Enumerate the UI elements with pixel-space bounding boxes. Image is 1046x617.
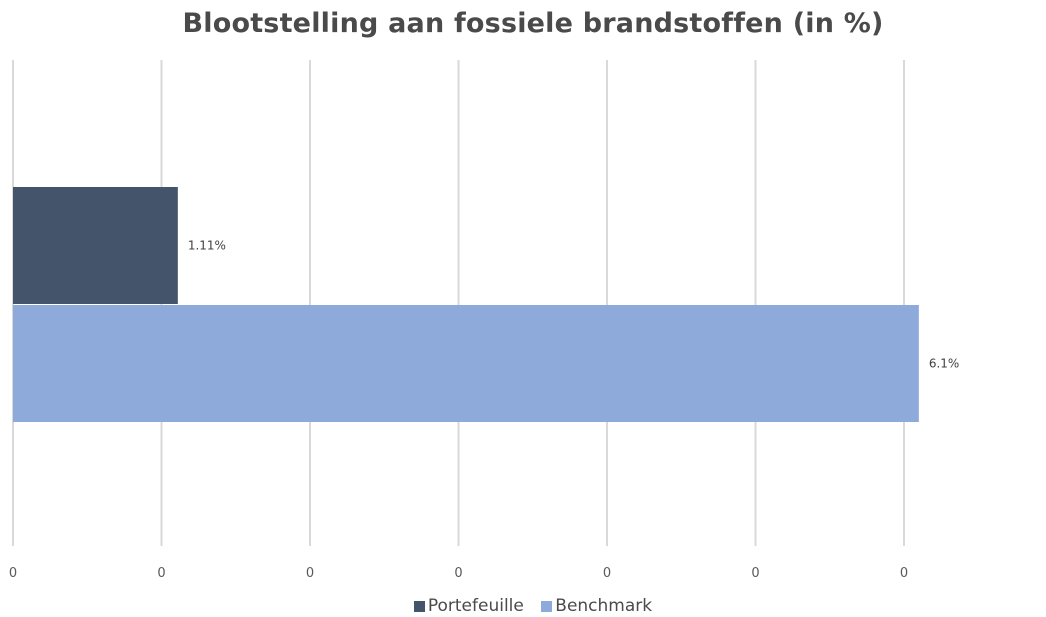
legend-item-benchmark: Benchmark — [541, 596, 652, 616]
bar-benchmark — [13, 305, 919, 422]
legend-swatch-benchmark — [541, 600, 553, 612]
x-tick-label: 0 — [306, 566, 314, 581]
legend-swatch-portefeuille — [413, 600, 425, 612]
data-label-benchmark: 6.1% — [929, 357, 960, 371]
bar-chart: 0 0 0 0 0 0 0 1.11% 6.1% — [9, 60, 960, 581]
legend-label-benchmark: Benchmark — [555, 596, 653, 616]
x-tick-label: 0 — [900, 566, 908, 581]
data-label-portefeuille: 1.11% — [188, 239, 226, 253]
x-tick-label: 0 — [751, 566, 759, 581]
legend-item-portefeuille: Portefeuille — [413, 596, 524, 616]
x-tick-label: 0 — [454, 566, 462, 581]
x-tick-label: 0 — [9, 566, 17, 581]
bar-portefeuille — [13, 187, 178, 304]
x-tick-label: 0 — [603, 566, 611, 581]
chart-title: Blootstelling aan fossiele brandstoffen … — [182, 8, 884, 39]
legend-label-portefeuille: Portefeuille — [427, 596, 524, 616]
x-tick-label: 0 — [157, 566, 165, 581]
legend: Portefeuille Benchmark — [0, 596, 1046, 617]
